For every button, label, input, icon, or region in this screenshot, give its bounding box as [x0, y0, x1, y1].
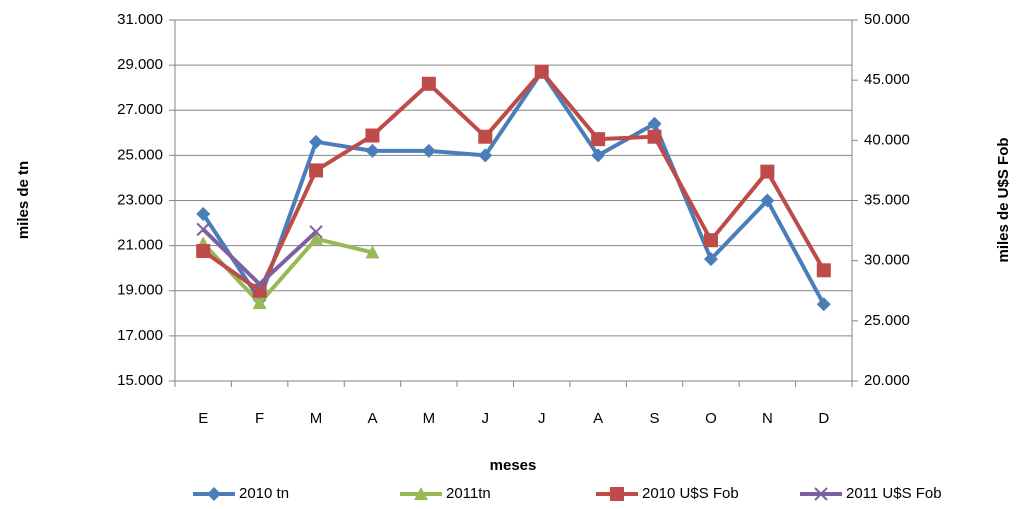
marker [647, 116, 662, 131]
marker [816, 297, 831, 312]
marker [703, 252, 718, 267]
marker [478, 148, 493, 163]
marker [478, 129, 493, 144]
marker [365, 143, 380, 158]
x-tick-label: M [310, 410, 323, 427]
x-axis-title: meses [490, 457, 537, 474]
y-tick-label: 15.000 [117, 372, 163, 389]
y-tick-label: 21.000 [117, 237, 163, 254]
marker [207, 487, 221, 501]
y-tick-label: 29.000 [117, 56, 163, 73]
x-tick-label: S [650, 410, 660, 427]
marker [365, 128, 380, 143]
x-tick-label: J [482, 410, 490, 427]
marker [196, 207, 211, 222]
marker [365, 245, 380, 259]
y-tick-label: 25.000 [117, 146, 163, 163]
series-line [201, 69, 826, 306]
marker [309, 231, 324, 245]
y2-tick-label: 50.000 [864, 11, 910, 28]
marker [760, 164, 775, 179]
x-tick-label: D [818, 410, 829, 427]
y2-tick-label: 40.000 [864, 131, 910, 148]
y2-axis-title: miles de U$S Fob [995, 137, 1012, 262]
y-tick-label: 27.000 [117, 101, 163, 118]
marker [591, 132, 606, 147]
x-tick-label: O [705, 410, 717, 427]
y2-tick-label: 25.000 [864, 312, 910, 329]
marker [703, 233, 718, 248]
marker [647, 129, 662, 144]
marker [610, 487, 624, 501]
marker [591, 148, 606, 163]
marker [760, 193, 775, 208]
x-tick-label: M [423, 410, 436, 427]
marker [252, 277, 267, 291]
y2-tick-label: 20.000 [864, 372, 910, 389]
legend-label: 2010 tn [239, 485, 289, 502]
y-tick-label: 23.000 [117, 191, 163, 208]
legend-label: 2011tn [446, 485, 491, 502]
legend-label: 2010 U$S Fob [642, 485, 739, 502]
marker [309, 225, 323, 239]
marker [309, 134, 324, 149]
marker [421, 143, 436, 158]
marker [196, 222, 210, 237]
y2-tick-label: 30.000 [864, 252, 910, 269]
x-tick-label: N [762, 410, 773, 427]
marker [252, 296, 267, 310]
y-tick-label: 31.000 [117, 11, 163, 28]
y-tick-label: 19.000 [117, 282, 163, 299]
marker [414, 487, 428, 500]
x-tick-label: A [593, 410, 603, 427]
y2-tick-label: 35.000 [864, 191, 910, 208]
marker [196, 244, 211, 259]
y-tick-label: 17.000 [117, 327, 163, 344]
y2-tick-label: 45.000 [864, 71, 910, 88]
x-tick-label: E [198, 410, 208, 427]
marker [814, 487, 828, 501]
legend-label: 2011 U$S Fob [846, 485, 942, 502]
y-axis-title: miles de tn [15, 161, 32, 239]
marker [534, 64, 549, 79]
marker [309, 163, 324, 178]
x-tick-label: F [255, 410, 264, 427]
series-line [202, 69, 826, 293]
marker [816, 263, 831, 278]
x-tick-label: A [367, 410, 377, 427]
x-tick-label: J [538, 410, 546, 427]
marker [421, 76, 436, 91]
